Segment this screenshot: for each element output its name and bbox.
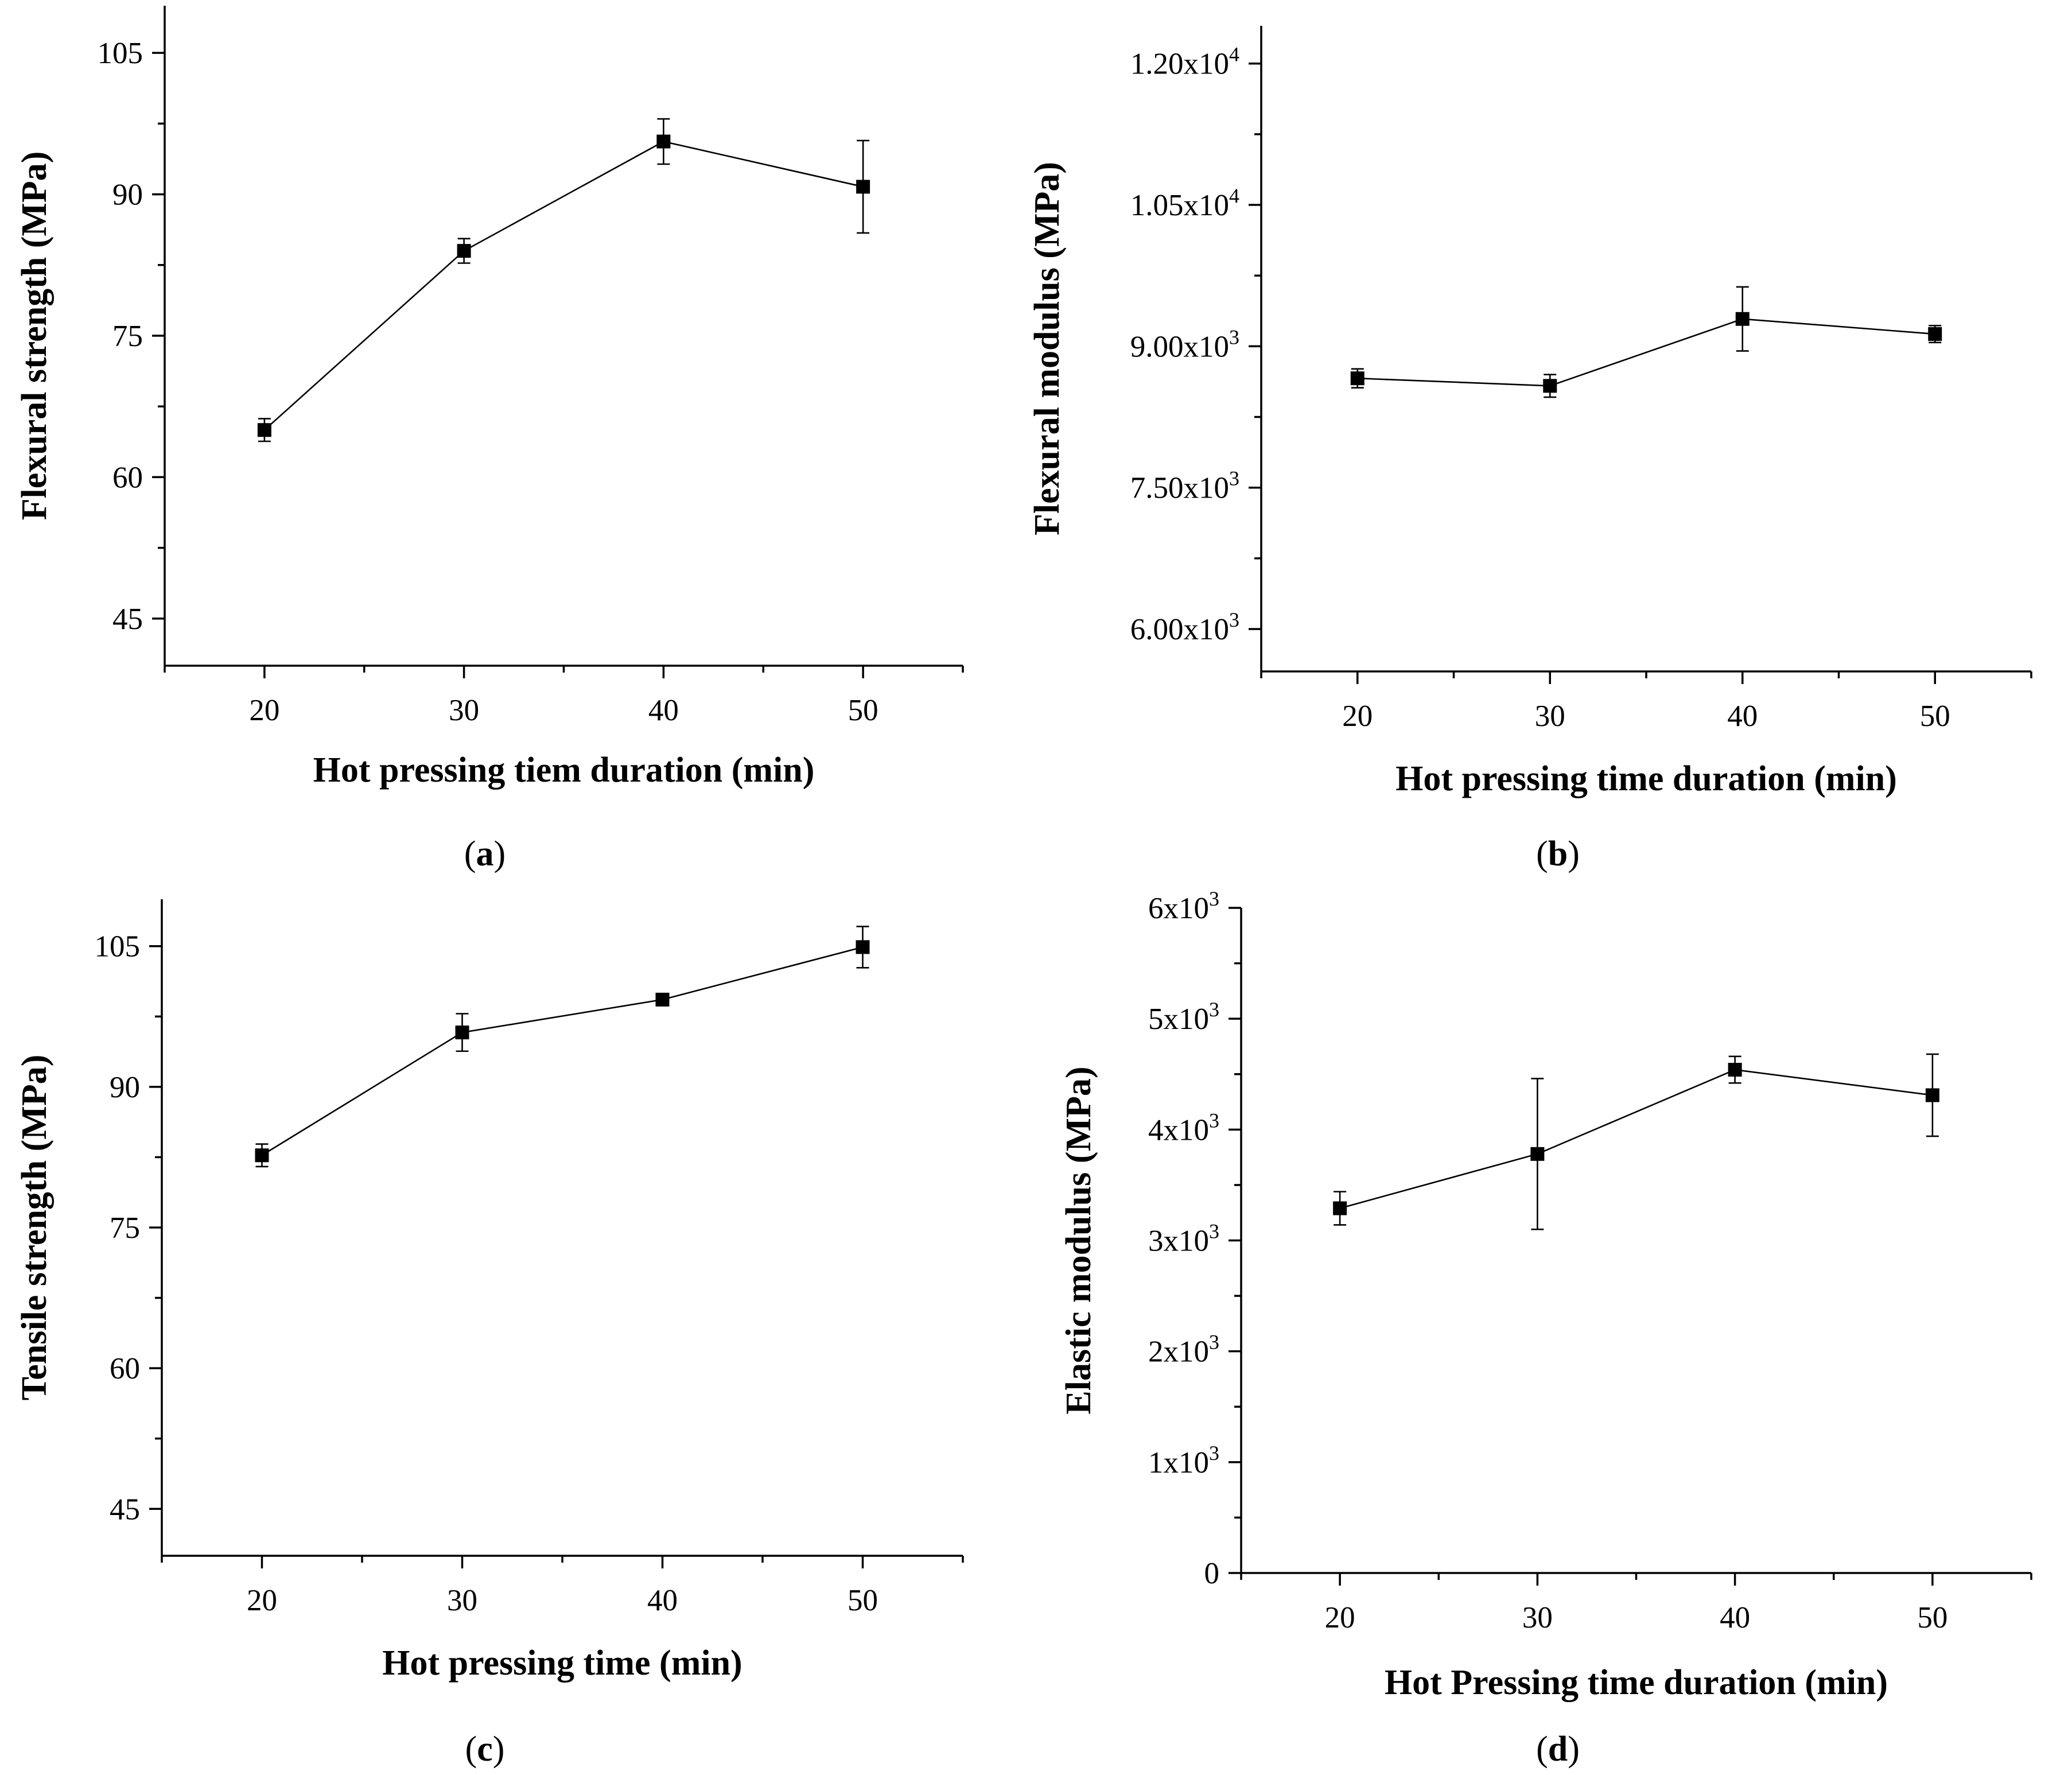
x-tick-label: 30 <box>1522 1601 1553 1634</box>
x-tick-label: 50 <box>848 1584 878 1617</box>
data-point-marker <box>257 423 271 437</box>
x-tick-label: 20 <box>249 694 279 727</box>
y-tick-label: 105 <box>95 930 141 964</box>
y-tick-label: 4x103 <box>1148 1109 1219 1147</box>
data-point-marker <box>1333 1201 1347 1215</box>
x-axis-title: Hot pressing time (min) <box>382 1644 742 1683</box>
data-point-marker <box>1925 1088 1939 1102</box>
y-tick-label: 45 <box>112 603 143 636</box>
x-axis-title: Hot pressing tiem duration (min) <box>313 751 815 790</box>
y-tick-label: 6.00x103 <box>1130 608 1239 646</box>
y-tick-label: 5x103 <box>1148 998 1219 1036</box>
x-tick-label: 50 <box>1917 1601 1947 1634</box>
data-point-marker <box>1735 312 1750 326</box>
y-tick-label: 90 <box>110 1071 140 1104</box>
data-point-marker <box>455 1026 469 1040</box>
data-point-marker <box>856 940 870 954</box>
y-tick-label: 7.50x103 <box>1130 467 1239 505</box>
y-tick-label: 9.00x103 <box>1130 325 1239 363</box>
x-tick-label: 20 <box>247 1584 277 1617</box>
data-point-marker <box>1728 1063 1742 1077</box>
data-point-marker <box>457 244 471 258</box>
y-tick-label: 3x103 <box>1148 1220 1219 1258</box>
panel-caption: (d) <box>1536 1730 1580 1769</box>
x-tick-label: 20 <box>1325 1601 1355 1634</box>
y-tick-label: 1x103 <box>1148 1442 1219 1479</box>
data-point-marker <box>1530 1147 1545 1161</box>
x-tick-label: 30 <box>447 1584 477 1617</box>
y-axis-title: Flexural modulus (MPa) <box>1028 162 1067 535</box>
data-point-marker <box>1350 371 1365 386</box>
x-tick-label: 40 <box>1727 700 1758 733</box>
series-line <box>1339 1069 1933 1209</box>
x-tick-label: 40 <box>1720 1601 1750 1634</box>
x-tick-label: 50 <box>1920 700 1950 733</box>
x-tick-label: 40 <box>647 1584 678 1617</box>
panel-c-tensile-strength-chart: 20 30 40 50 45 60 75 90 105 Tensile strength (MPa… <box>15 899 964 1769</box>
data-point-marker <box>655 992 670 1007</box>
y-tick-label: 0 <box>1204 1557 1220 1590</box>
panel-caption: (c) <box>465 1730 505 1769</box>
y-tick-label: 90 <box>112 178 143 212</box>
y-tick-label: 60 <box>110 1352 140 1385</box>
y-axis-title: Elastic modulus (MPa) <box>1059 1066 1098 1414</box>
data-point-marker <box>1928 327 1942 341</box>
x-tick-label: 30 <box>1535 700 1565 733</box>
panel-a-flexural-strength-chart: 20 30 40 50 45 60 75 90 105 Flexural strength (MP… <box>15 6 964 873</box>
panel-b-flexural-modulus-chart: 20 30 40 50 6.00x103 7.50x103 9.00x103 1.05x104… <box>1028 26 2032 873</box>
series-line <box>261 946 863 1156</box>
y-tick-label: 75 <box>110 1211 140 1245</box>
y-tick-label: 6x103 <box>1148 887 1219 925</box>
y-tick-label: 2x103 <box>1148 1331 1219 1369</box>
y-tick-label: 1.05x104 <box>1130 184 1239 222</box>
y-tick-label: 1.20x104 <box>1130 43 1239 81</box>
y-tick-label: 60 <box>112 461 143 494</box>
y-axis-title: Tensile strength (MPa) <box>15 1055 54 1401</box>
x-axis-title: Hot pressing time duration (min) <box>1395 759 1897 798</box>
y-tick-label: 75 <box>112 320 143 353</box>
data-point-marker <box>856 180 870 194</box>
x-axis-title: Hot Pressing time duration (min) <box>1385 1663 1888 1702</box>
x-tick-label: 50 <box>848 694 878 727</box>
panel-caption: (b) <box>1536 834 1580 873</box>
y-axis-title: Flexural strength (MPa) <box>15 152 54 521</box>
y-tick-label: 105 <box>98 37 143 70</box>
panel-caption: (a) <box>464 834 506 873</box>
data-point-marker <box>1543 379 1557 393</box>
x-tick-label: 20 <box>1342 700 1373 733</box>
y-tick-label: 45 <box>110 1493 140 1526</box>
x-tick-label: 40 <box>648 694 679 727</box>
panel-d-elastic-modulus-chart: 20 30 40 50 0 1x103 2x103 3x103 4x103 5x103 6x103 E… <box>1059 887 2032 1769</box>
data-point-marker <box>255 1148 269 1163</box>
series-line <box>1357 318 1935 387</box>
x-tick-label: 30 <box>449 694 479 727</box>
data-point-marker <box>656 134 671 149</box>
series-line <box>264 141 864 431</box>
